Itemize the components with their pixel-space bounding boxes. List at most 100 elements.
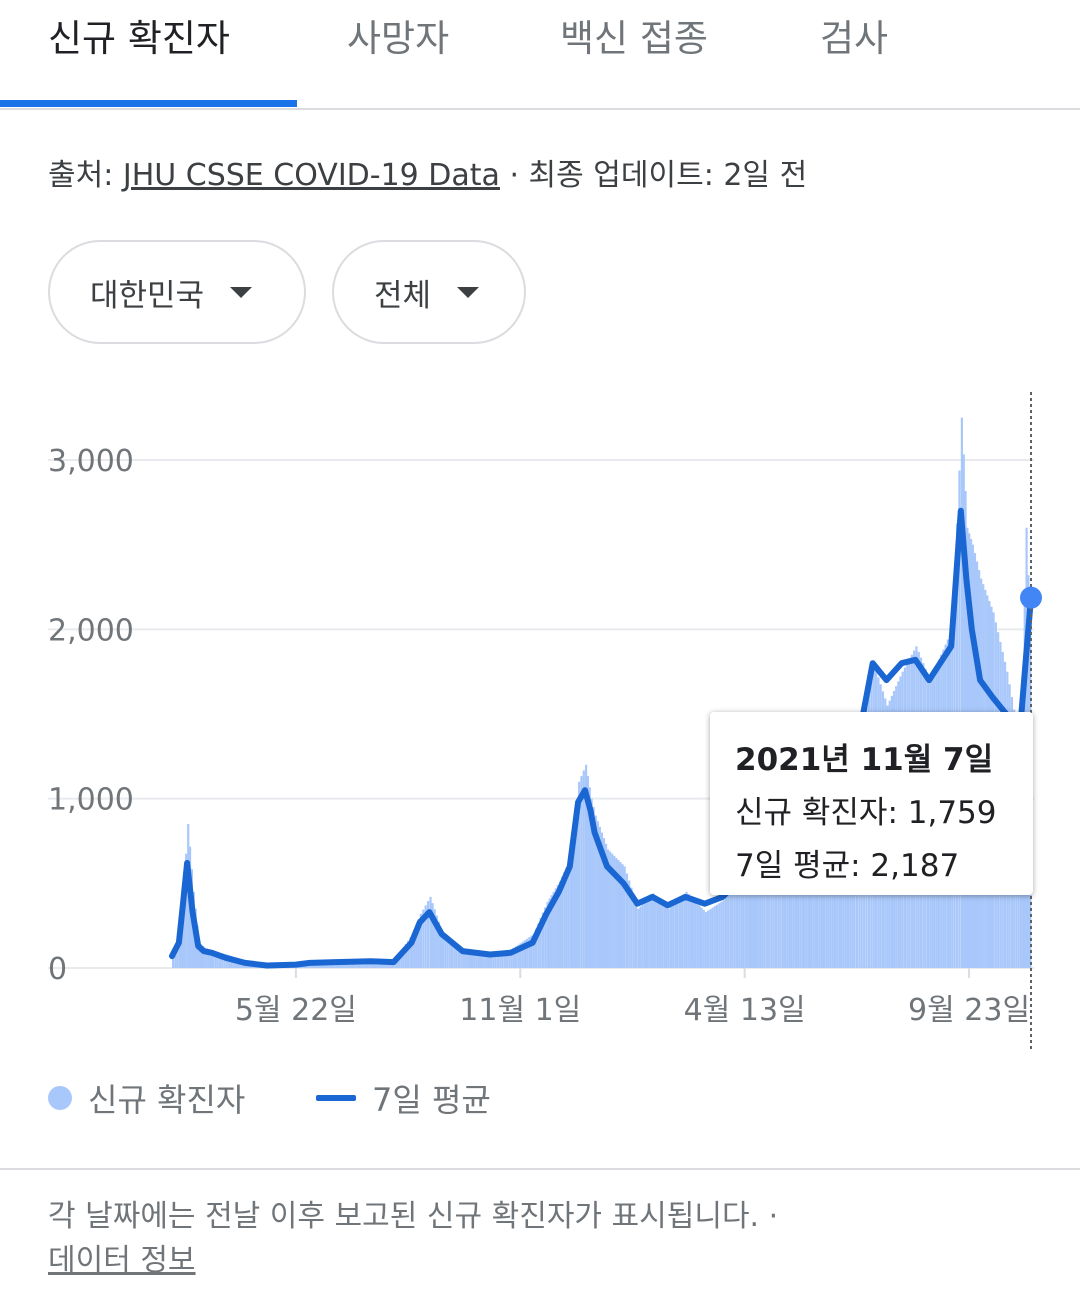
source-update: · 최종 업데이트: 2일 전 bbox=[499, 158, 808, 193]
daily-case-bar bbox=[777, 865, 780, 968]
data-info-link[interactable]: 데이터 정보 bbox=[48, 1243, 196, 1278]
daily-case-bar bbox=[702, 909, 705, 968]
average-line bbox=[169, 507, 1034, 969]
daily-case-bar bbox=[419, 913, 422, 968]
daily-case-bar bbox=[643, 902, 646, 968]
daily-case-bar bbox=[541, 912, 545, 968]
daily-case-bar bbox=[462, 951, 465, 968]
chart-tooltip: 2021년 11월 7일 신규 확진자: 1,759 7일 평균: 2,187 bbox=[710, 712, 1033, 895]
daily-case-bar bbox=[470, 951, 474, 968]
daily-case-bar bbox=[801, 855, 804, 968]
legend-average: 7일 평균 bbox=[316, 1075, 491, 1121]
daily-case-bar bbox=[532, 934, 535, 968]
x-tick-label: 11월 1일 bbox=[459, 993, 581, 1028]
daily-case-bar bbox=[199, 944, 203, 968]
daily-case-bar bbox=[623, 866, 626, 968]
daily-case-bar bbox=[694, 900, 697, 968]
x-tick-label: 5월 22일 bbox=[235, 993, 357, 1028]
daily-case-bar bbox=[628, 880, 631, 968]
daily-case-bar bbox=[803, 854, 806, 968]
daily-case-bar bbox=[715, 904, 719, 968]
daily-case-bar bbox=[761, 863, 764, 968]
daily-case-bar bbox=[667, 908, 670, 968]
legend-cases-label: 신규 확진자 bbox=[88, 1081, 246, 1119]
daily-case-bar bbox=[740, 866, 743, 968]
daily-case-bar bbox=[487, 952, 491, 968]
y-tick-label: 3,000 bbox=[48, 444, 134, 479]
daily-case-bar bbox=[836, 841, 839, 968]
daily-case-bar bbox=[479, 952, 482, 968]
tab-deaths[interactable]: 사망자 bbox=[347, 17, 450, 60]
daily-case-bar bbox=[607, 849, 610, 968]
daily-case-bar bbox=[205, 948, 208, 968]
daily-case-bar bbox=[481, 952, 484, 968]
daily-case-bar bbox=[698, 905, 701, 968]
tab-vaccinations[interactable]: 백신 접종 bbox=[560, 17, 708, 60]
daily-case-bar bbox=[750, 859, 754, 968]
daily-case-bar bbox=[713, 906, 716, 968]
daily-case-bar bbox=[526, 938, 529, 968]
daily-case-bar bbox=[433, 909, 436, 968]
daily-case-bar bbox=[457, 947, 461, 968]
daily-case-bar bbox=[718, 903, 721, 968]
daily-case-bar bbox=[409, 937, 412, 968]
y-tick-label: 1,000 bbox=[48, 783, 134, 818]
daily-case-bar bbox=[402, 947, 405, 968]
region-dropdown[interactable]: 대한민국 bbox=[48, 240, 306, 344]
daily-case-bar bbox=[700, 907, 703, 968]
daily-case-bar bbox=[503, 950, 506, 968]
daily-case-bar bbox=[742, 862, 745, 968]
daily-case-bar bbox=[634, 901, 638, 968]
daily-case-bar bbox=[485, 952, 488, 968]
x-axis: 5월 22일 11월 1일 4월 13일 9월 23일 bbox=[235, 968, 1030, 1028]
daily-case-bar bbox=[565, 867, 568, 968]
daily-case-bar bbox=[617, 860, 620, 968]
daily-case-bar bbox=[609, 851, 612, 968]
range-dropdown[interactable]: 전체 bbox=[332, 240, 526, 344]
daily-case-bar bbox=[439, 927, 442, 968]
daily-case-bar bbox=[960, 417, 963, 969]
daily-case-bar bbox=[652, 893, 655, 968]
daily-case-bar bbox=[586, 776, 590, 968]
daily-case-bar bbox=[746, 858, 749, 968]
daily-case-bar bbox=[483, 952, 486, 968]
daily-case-bar bbox=[576, 800, 579, 968]
y-axis-labels: 0 1,000 2,000 3,000 bbox=[48, 444, 134, 987]
daily-case-bar bbox=[501, 950, 504, 968]
daily-case-bar bbox=[645, 900, 649, 968]
daily-case-bar bbox=[641, 904, 644, 968]
tab-new-cases[interactable]: 신규 확진자 bbox=[48, 17, 230, 60]
daily-case-bar bbox=[571, 838, 575, 968]
daily-case-bar bbox=[413, 929, 416, 968]
daily-case-bar bbox=[178, 934, 182, 968]
daily-case-bar bbox=[754, 861, 758, 968]
daily-case-bar bbox=[744, 857, 747, 968]
daily-case-bar bbox=[691, 898, 695, 968]
daily-case-bar bbox=[598, 826, 601, 968]
daily-case-bar bbox=[201, 945, 205, 968]
daily-case-bar bbox=[763, 863, 766, 968]
tab-tests[interactable]: 검사 bbox=[820, 17, 889, 60]
daily-case-bar bbox=[685, 891, 688, 968]
daily-case-bar bbox=[580, 776, 583, 968]
hover-cursor bbox=[1020, 392, 1042, 1050]
daily-case-bar bbox=[772, 864, 775, 968]
daily-case-bar bbox=[441, 934, 445, 968]
daily-case-bar bbox=[510, 949, 513, 968]
daily-case-bar bbox=[221, 953, 224, 968]
daily-case-bar bbox=[674, 902, 677, 968]
source-link[interactable]: JHU CSSE COVID-19 Data bbox=[122, 158, 500, 193]
daily-case-bar bbox=[720, 901, 723, 968]
daily-case-bar bbox=[448, 939, 451, 968]
daily-case-bar bbox=[216, 952, 219, 968]
daily-case-bar bbox=[678, 898, 681, 968]
daily-case-bar bbox=[602, 838, 606, 968]
daily-case-bar bbox=[786, 863, 789, 968]
daily-case-bar bbox=[774, 865, 778, 968]
daily-case-bar bbox=[176, 939, 179, 968]
daily-case-bar bbox=[799, 856, 802, 968]
daily-case-bar bbox=[584, 764, 588, 968]
daily-case-bar bbox=[654, 895, 657, 968]
divider bbox=[0, 1168, 1080, 1170]
daily-case-bar bbox=[417, 918, 420, 968]
